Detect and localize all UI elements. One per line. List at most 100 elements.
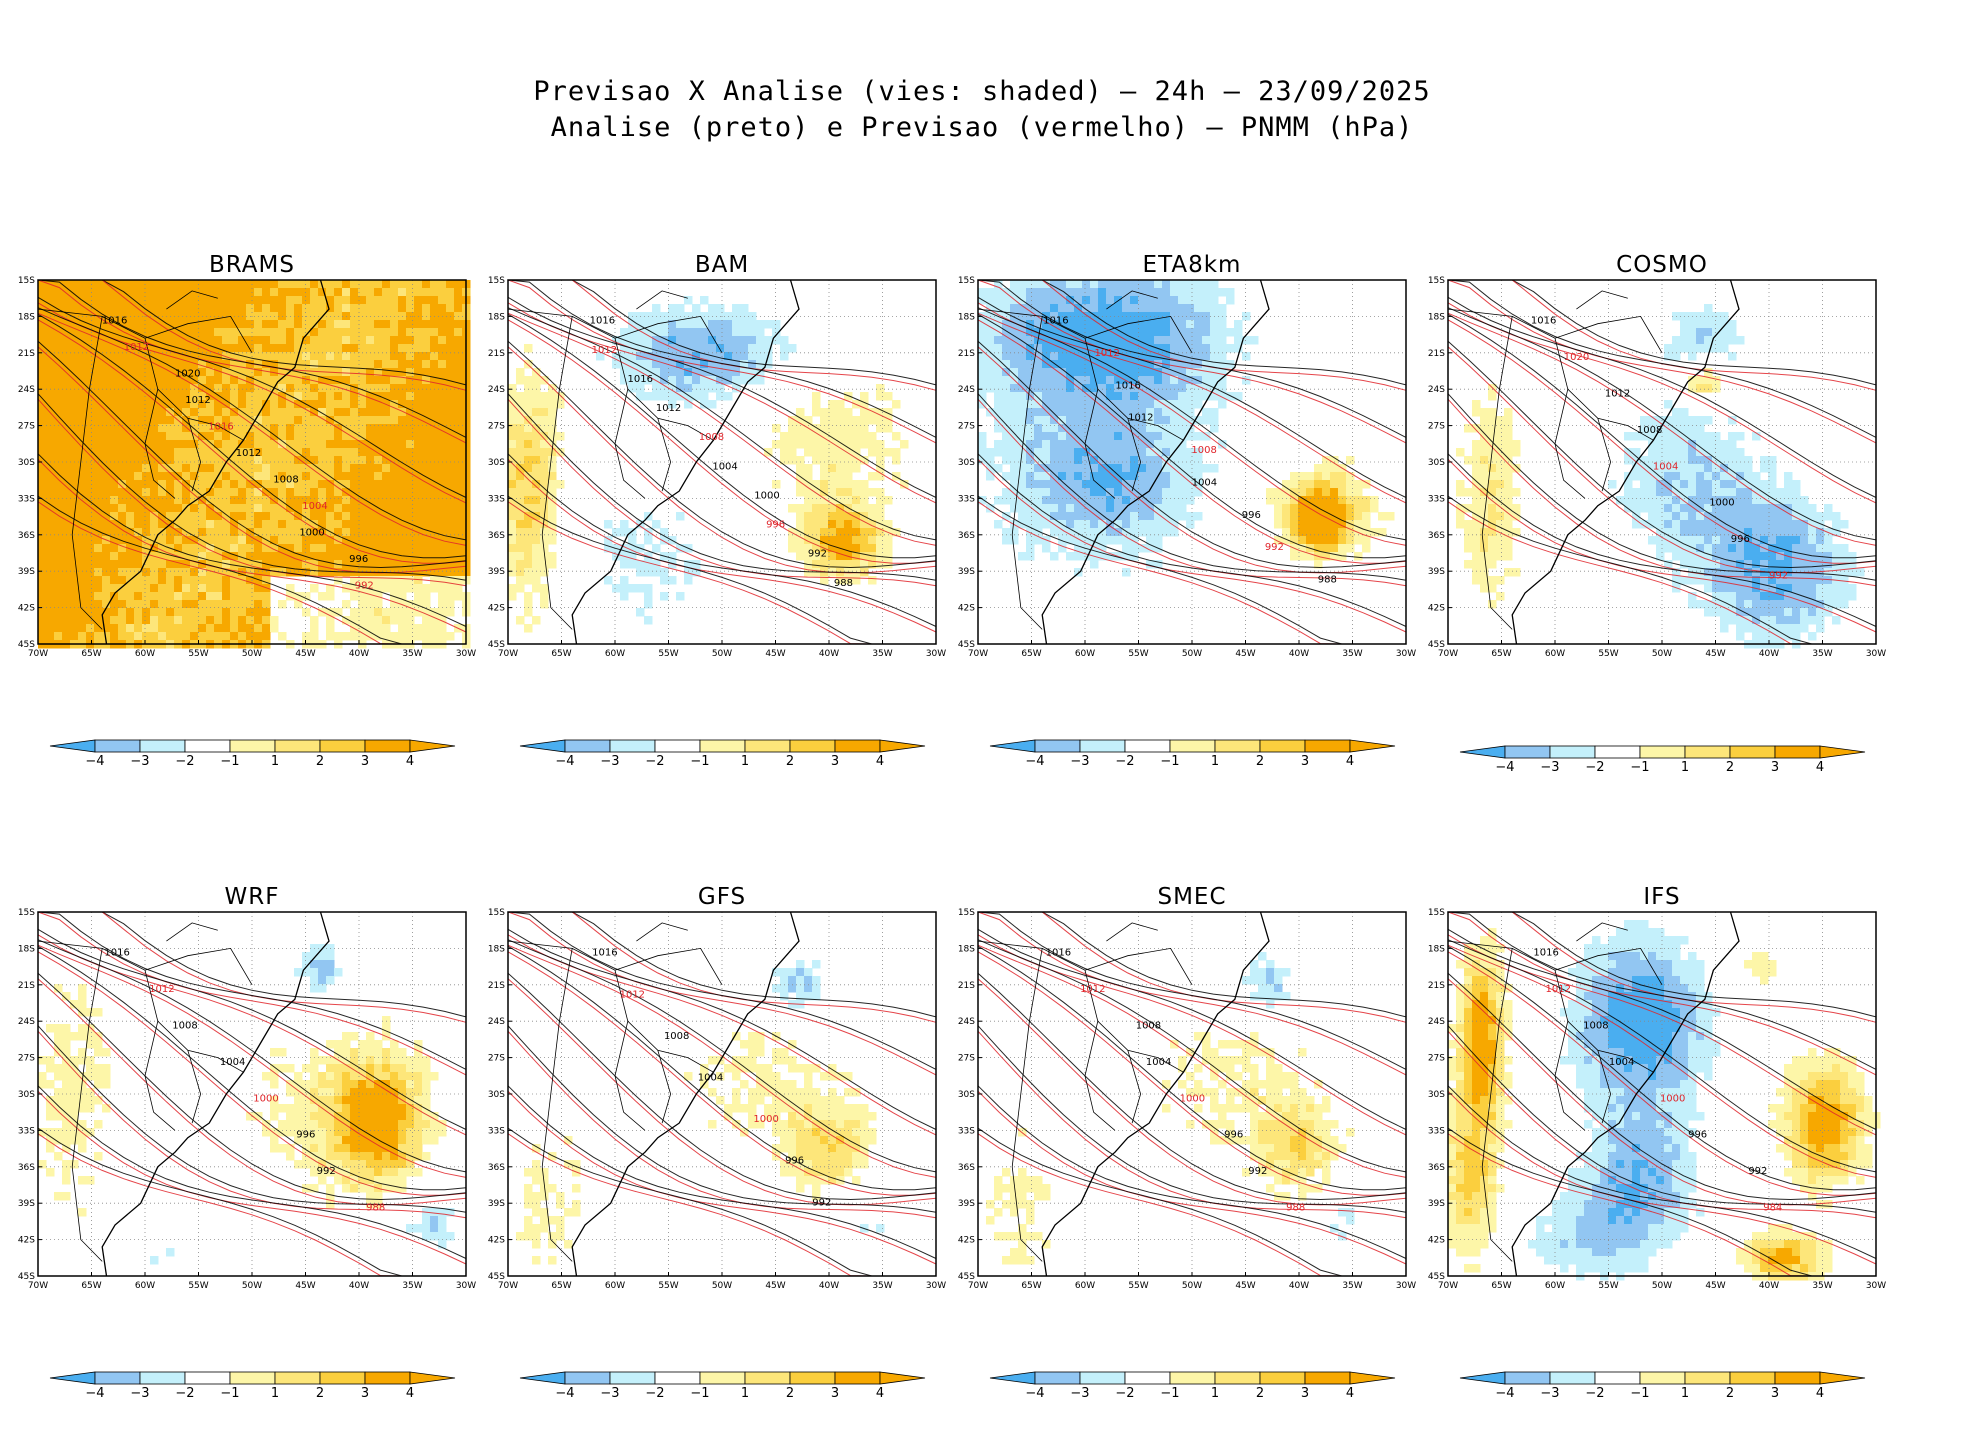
bias-cell	[1122, 544, 1131, 553]
bias-cell	[844, 544, 853, 553]
bias-cell	[1672, 512, 1681, 521]
bias-cell	[110, 632, 119, 641]
bias-cell	[1656, 416, 1665, 425]
bias-cell	[1736, 480, 1745, 489]
bias-cell	[860, 440, 869, 449]
bias-cell	[1114, 408, 1123, 417]
bias-cell	[1696, 520, 1705, 529]
bias-cell	[1074, 376, 1083, 385]
bias-cell	[190, 520, 199, 529]
bias-cell	[62, 632, 71, 641]
bias-cell	[110, 448, 119, 457]
bias-cell	[334, 576, 343, 585]
bias-cell	[254, 432, 263, 441]
bias-cell	[636, 336, 645, 345]
bias-cell	[796, 424, 805, 433]
bias-cell	[62, 536, 71, 545]
bias-cell	[382, 328, 391, 337]
bias-cell	[1154, 392, 1163, 401]
bias-cell	[1106, 384, 1115, 393]
bias-cell	[796, 480, 805, 489]
bias-cell	[756, 376, 765, 385]
bias-cell	[1058, 424, 1067, 433]
bias-cell	[246, 504, 255, 513]
bias-cell	[246, 392, 255, 401]
bias-cell	[628, 376, 637, 385]
bias-cell	[134, 544, 143, 553]
bias-cell	[1082, 520, 1091, 529]
bias-cell	[142, 600, 151, 609]
bias-cell	[1744, 504, 1753, 513]
bias-cell	[532, 528, 541, 537]
bias-cell	[166, 488, 175, 497]
bias-cell	[1218, 288, 1227, 297]
bias-cell	[1034, 344, 1043, 353]
bias-cell	[1330, 536, 1339, 545]
bias-cell	[628, 560, 637, 569]
bias-cell	[78, 504, 87, 513]
bias-cell	[54, 560, 63, 569]
bias-cell	[398, 376, 407, 385]
bias-cell	[1074, 528, 1083, 537]
bias-cell	[1074, 400, 1083, 409]
bias-cell	[1330, 528, 1339, 537]
bias-cell	[1050, 328, 1059, 337]
bias-cell	[262, 320, 271, 329]
bias-cell	[182, 472, 191, 481]
bias-cell	[182, 536, 191, 545]
bias-cell	[198, 616, 207, 625]
bias-cell	[1648, 440, 1657, 449]
bias-cell	[294, 552, 303, 561]
bias-cell	[142, 560, 151, 569]
bias-cell	[46, 296, 55, 305]
bias-cell	[1050, 528, 1059, 537]
bias-cell	[1106, 392, 1115, 401]
bias-cell	[1664, 488, 1673, 497]
bias-cell	[350, 464, 359, 473]
bias-cell	[270, 528, 279, 537]
bias-cell	[198, 576, 207, 585]
bias-cell	[422, 368, 431, 377]
bias-cell	[126, 424, 135, 433]
bias-cell	[660, 536, 669, 545]
bias-cell	[230, 480, 239, 489]
bias-cell	[278, 360, 287, 369]
bias-cell	[1066, 424, 1075, 433]
bias-cell	[102, 616, 111, 625]
bias-cell	[1162, 512, 1171, 521]
bias-cell	[302, 352, 311, 361]
bias-cell	[182, 344, 191, 353]
bias-cell	[406, 336, 415, 345]
bias-cell	[310, 416, 319, 425]
bias-cell	[994, 352, 1003, 361]
bias-cell	[772, 336, 781, 345]
bias-cell	[716, 328, 725, 337]
bias-cell	[1386, 512, 1395, 521]
bias-cell	[326, 400, 335, 409]
bias-cell	[166, 624, 175, 633]
bias-cell	[716, 384, 725, 393]
bias-cell	[1728, 440, 1737, 449]
bias-cell	[126, 352, 135, 361]
bias-cell	[1130, 336, 1139, 345]
bias-cell	[278, 496, 287, 505]
bias-cell	[1146, 328, 1155, 337]
bias-cell	[1010, 424, 1019, 433]
bias-cell	[198, 608, 207, 617]
bias-cell	[994, 360, 1003, 369]
bias-cell	[310, 320, 319, 329]
bias-cell	[732, 304, 741, 313]
bias-cell	[214, 288, 223, 297]
bias-cell	[414, 632, 423, 641]
bias-cell	[860, 424, 869, 433]
bias-cell	[110, 592, 119, 601]
bias-cell	[246, 624, 255, 633]
bias-cell	[158, 384, 167, 393]
bias-cell	[1178, 288, 1187, 297]
x-tick-label: 60W	[135, 649, 155, 659]
bias-cell	[222, 328, 231, 337]
bias-cell	[310, 520, 319, 529]
bias-cell	[1074, 416, 1083, 425]
bias-cell	[102, 504, 111, 513]
bias-cell	[398, 504, 407, 513]
